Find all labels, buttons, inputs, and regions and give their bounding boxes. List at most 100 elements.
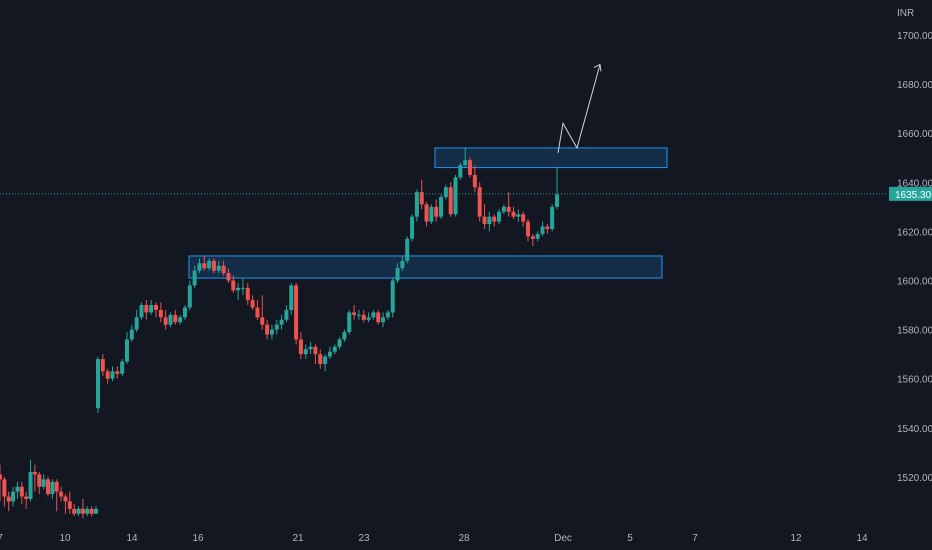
- candle: [400, 255, 405, 271]
- zones-layer: [188, 147, 668, 279]
- candle: [501, 204, 506, 215]
- candle: [15, 481, 20, 499]
- candle: [197, 258, 202, 274]
- candle: [250, 295, 255, 310]
- candle: [94, 506, 98, 514]
- candle: [453, 174, 458, 217]
- candle: [120, 359, 125, 377]
- candle: [332, 344, 337, 355]
- candle: [59, 486, 64, 502]
- time-tick-label: 23: [358, 533, 370, 544]
- candle: [298, 332, 303, 360]
- candle: [216, 260, 221, 274]
- candle: [443, 184, 448, 200]
- candle: [385, 309, 390, 320]
- candle: [376, 309, 381, 325]
- candle: [24, 491, 29, 509]
- candle: [414, 189, 419, 222]
- candle: [85, 506, 90, 517]
- candle: [67, 491, 72, 514]
- candle: [54, 479, 59, 512]
- candle: [134, 309, 139, 333]
- price-axis[interactable]: 1700.00 1680.00 1660.00 1640.00 1620.00 1600.…: [897, 31, 932, 484]
- candle: [313, 344, 318, 364]
- resistance-zone[interactable]: [434, 147, 668, 169]
- candle: [28, 459, 33, 502]
- time-axis[interactable]: 7 10 14 16 21 23 28 Dec 5 7 12 14: [0, 533, 868, 544]
- candle: [6, 491, 11, 512]
- candle: [202, 255, 207, 271]
- price-tick-label: 1660.00: [897, 129, 932, 140]
- candle: [294, 282, 299, 345]
- price-tick-label: 1520.00: [897, 473, 932, 484]
- candle: [76, 506, 81, 517]
- candle: [50, 479, 55, 499]
- time-tick-label: 5: [627, 533, 633, 544]
- candle: [366, 312, 371, 323]
- candle: [96, 356, 100, 414]
- candle: [0, 464, 2, 502]
- candle: [168, 312, 173, 328]
- candle: [46, 476, 50, 497]
- candle: [429, 204, 434, 225]
- candle: [11, 486, 16, 507]
- arrow-head-icon: [593, 63, 602, 72]
- price-tick-label: 1700.00: [897, 31, 932, 42]
- candle: [236, 282, 241, 301]
- candle: [144, 300, 149, 320]
- candle: [100, 354, 105, 377]
- time-tick-label: 7: [0, 533, 3, 544]
- candle: [381, 312, 386, 328]
- last-price-value: 1635.30: [895, 190, 932, 201]
- candle: [497, 209, 502, 225]
- candle: [318, 349, 323, 369]
- candle: [555, 167, 559, 210]
- candle: [269, 324, 274, 340]
- candle: [192, 265, 197, 288]
- candle: [308, 341, 313, 355]
- candle: [245, 282, 250, 306]
- candle: [371, 309, 376, 320]
- candle: [211, 258, 216, 274]
- time-tick-label: 21: [292, 533, 304, 544]
- candle: [255, 300, 260, 320]
- candle: [289, 282, 294, 315]
- candle: [530, 233, 535, 247]
- candle: [274, 319, 279, 335]
- time-tick-label: 28: [458, 533, 470, 544]
- candle: [540, 221, 545, 237]
- candle: [361, 309, 366, 323]
- candles-layer: [0, 147, 559, 519]
- projection-path[interactable]: [557, 64, 601, 153]
- candle: [124, 332, 129, 364]
- candle: [207, 258, 212, 271]
- candle: [535, 231, 540, 242]
- candle: [487, 211, 492, 232]
- candle: [72, 503, 77, 517]
- candle: [110, 366, 115, 382]
- candle: [240, 278, 245, 296]
- candle: [327, 346, 332, 360]
- candle: [173, 309, 178, 325]
- candle: [149, 300, 154, 315]
- candle: [153, 302, 158, 318]
- candle: [342, 329, 347, 342]
- candle: [448, 182, 453, 217]
- candle: [80, 498, 85, 519]
- candle: [347, 309, 352, 335]
- price-tick-label: 1620.00: [897, 227, 932, 238]
- candle: [410, 214, 415, 242]
- candle: [395, 263, 400, 283]
- candle: [472, 165, 477, 193]
- support-zone[interactable]: [188, 255, 663, 279]
- candle: [337, 336, 342, 350]
- candle: [477, 182, 482, 222]
- candle: [37, 471, 42, 495]
- time-tick-label: Dec: [554, 533, 572, 544]
- candle: [182, 305, 187, 320]
- time-tick-label: 14: [126, 533, 138, 544]
- candle: [221, 260, 226, 276]
- time-tick-label: 16: [192, 533, 204, 544]
